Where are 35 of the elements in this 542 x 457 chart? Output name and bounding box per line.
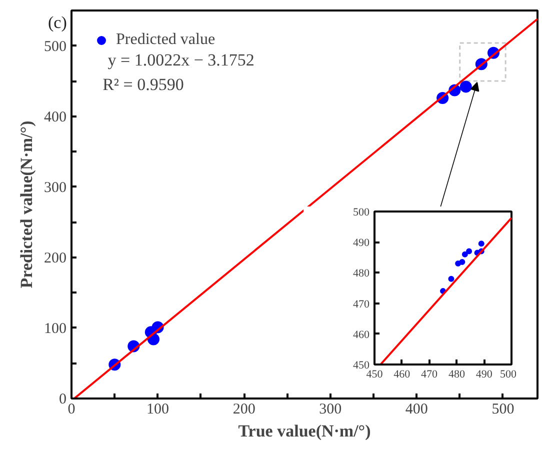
point [462,251,468,258]
text: (c) [48,12,67,34]
point [460,80,472,93]
point [466,248,472,254]
y-tick-label: 100 [44,320,66,337]
annotation: y = 1.0022x − 3.1752 [108,50,254,70]
y-tick-label: 460 [353,328,370,341]
x-tick-label: 490 [476,368,493,380]
y-tick-label: 450 [353,360,370,372]
y-tick-label: 400 [44,109,66,126]
x-tick-label: 300 [319,402,342,418]
y-axis-title: Predicted value(N·m/°) [17,120,36,288]
x-tick-label: 400 [405,402,428,418]
y-tick-label: 470 [353,298,370,310]
annotation: R² = 0.9590 [102,75,184,94]
x-tick-label: 480 [448,368,466,380]
y-tick-label: 500 [44,38,66,55]
x-tick-label: 460 [394,368,411,380]
y-tick-label: 500 [353,206,370,218]
x-tick-label: 500 [492,402,514,418]
y-tick-label: 0 [59,392,66,408]
point [448,276,454,282]
point [478,240,484,247]
y-tick-label: 200 [44,250,66,266]
y-tick-label: 490 [353,237,370,250]
x-tick-label: 200 [232,402,256,418]
x-tick-label: 100 [146,402,170,418]
x-tick-label: 470 [421,368,438,380]
x-tick-label: 450 [366,368,384,380]
point [459,258,466,265]
x-axis-title: True value(N·m/°) [238,422,371,440]
x-tick-label: 500 [500,368,517,380]
y-tick-label: 480 [353,268,370,280]
y-tick-label: 300 [44,180,66,196]
legend-label: Predicted value [116,31,216,49]
